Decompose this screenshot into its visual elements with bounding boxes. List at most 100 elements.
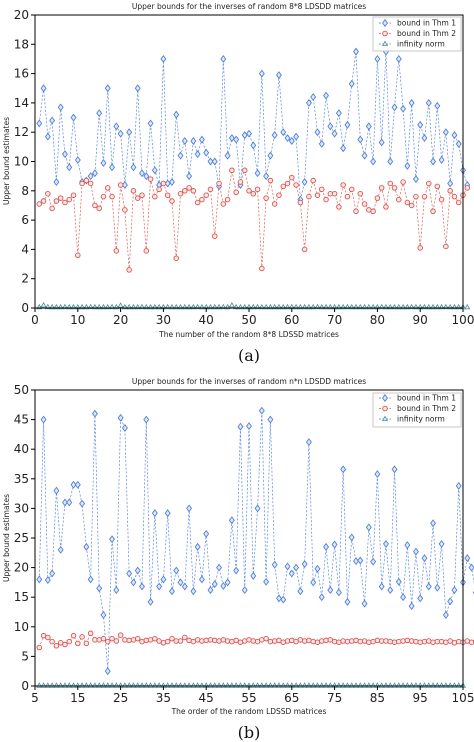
chart-b-series-0-point (280, 595, 287, 604)
chart-b-series-0-point (412, 547, 419, 556)
chart-b-series-2-point (49, 682, 56, 688)
chart-a-y-tick-label: 8 (21, 184, 29, 198)
chart-a-series-0-point (430, 157, 437, 166)
chart-b-series-1 (36, 630, 474, 651)
chart-b-series-2-point (310, 682, 317, 688)
chart-a-series-1-point (280, 183, 286, 190)
chart-a-series-1-point (421, 193, 428, 200)
chart-b-series-0-point (87, 575, 94, 584)
chart-b-series-2-point (425, 682, 432, 688)
chart-a-series-1-point (301, 246, 308, 253)
chart-a-y-tick-label: 12 (14, 125, 29, 139)
chart-a-y-tick-label: 0 (21, 301, 29, 315)
chart-b-series-2-point (44, 682, 51, 688)
chart-b-series-0-point (382, 539, 389, 548)
chart-a-series-1-point (319, 186, 325, 193)
chart-a-y-tick-label: 4 (21, 242, 29, 256)
chart-a-series-1-point (314, 192, 321, 198)
chart-a-series-1-point (190, 188, 197, 194)
chart-a-series-1-point (100, 193, 107, 200)
chart-b-series-0-point (83, 542, 90, 551)
chart-a-series-1-point (207, 186, 214, 193)
chart-a-series-0-point (109, 163, 116, 172)
chart-a-series-1 (36, 167, 471, 273)
chart-a-series-0-line (38, 51, 468, 200)
chart-b-series-2-point (151, 682, 158, 688)
chart-a-series-1-point (310, 177, 316, 184)
chart-a-series-0-point (194, 150, 201, 159)
chart-a-series-1-point (400, 179, 406, 185)
chart-b-series-2-point (455, 682, 462, 688)
chart-a-series-0-point (70, 113, 77, 122)
chart-a-series-0-point (100, 159, 107, 167)
chart-a-series-0-point (203, 148, 210, 157)
chart-b-series-2-point (250, 682, 257, 688)
chart-a-series-1-point (417, 245, 423, 251)
chart-b-series-2-point (113, 682, 120, 688)
chart-a-series-0-point (151, 166, 158, 175)
chart-a-series-1-point (391, 185, 398, 191)
chart-b-x-tick-label: 5 (31, 691, 39, 705)
chart-a-series-1-point (66, 196, 72, 203)
chart-b-series-0-point (370, 557, 377, 566)
chart-b-y-axis-label: Upper bound estimates (2, 494, 11, 582)
chart-b-series-2-point (198, 682, 206, 688)
chart-b-series-0-point (211, 580, 218, 589)
chart-a-series-1-point (267, 177, 274, 184)
chart-b-series-2-point (335, 682, 342, 688)
chart-a-series-0-point (164, 179, 171, 188)
chart-b-x-tick-label: 35 (156, 691, 171, 705)
chart-b-series-0-point (421, 554, 428, 563)
chart-a-series-1-point (323, 196, 329, 203)
chart-a-legend-label-2: infinity norm (397, 40, 445, 49)
chart-b-series-2-point (322, 682, 330, 688)
chart-b-y-tick-label: 30 (14, 501, 29, 515)
chart-a-series-0-point (126, 128, 133, 137)
chart-b-x-tick-label: 85 (370, 691, 385, 705)
chart-b-series-2-point (108, 682, 116, 688)
chart-b-series-0-point (233, 566, 240, 575)
chart-b-series-2-point (233, 682, 240, 688)
chart-b-series-0-point (151, 509, 158, 518)
chart-b-series-0-point (66, 498, 73, 507)
chart-a-series-0-point (442, 128, 449, 137)
chart-a-series-0-point (331, 129, 338, 138)
chart-a-series-0-point (254, 169, 261, 178)
chart-b-y-tick-label: 35 (14, 472, 29, 486)
chart-b-series-0-point (246, 422, 252, 431)
chart-a-y-tick-label: 6 (21, 213, 29, 227)
chart-b-series-2-point (399, 682, 407, 688)
chart-b-series-2-point (305, 682, 313, 688)
chart-a-series-0-point (207, 157, 214, 166)
chart-b-series-2-point (361, 682, 368, 688)
chart-a-series-1-point (293, 182, 299, 188)
chart-a-series-0-point (305, 98, 312, 107)
chart-b-series-0-point (400, 593, 407, 602)
chart-a-series-0-point (61, 150, 68, 159)
chart-a-series-0-point (241, 131, 248, 140)
chart-a-series-1-point (117, 182, 124, 188)
chart-a-series-0-point (104, 84, 111, 93)
chart-b-series-0-point (425, 582, 432, 591)
chart-a-series-1-point (224, 196, 231, 203)
chart-a-series-0-point (250, 141, 257, 150)
chart-a-series-0-point (198, 135, 205, 144)
chart-b-series-0-point (301, 560, 308, 568)
chart-a-series-0-point (233, 135, 240, 144)
chart-b-series-2-point (194, 682, 201, 688)
chart-b-series-0-point (228, 516, 235, 525)
chart-b-series-0-point (190, 587, 197, 596)
chart-a-title: Upper bounds for the inverses of random … (132, 2, 366, 11)
chart-b-x-tick-label: 105 (452, 691, 474, 705)
chart-b-series-0-point (305, 438, 312, 447)
chart-b-series-2-point (220, 682, 227, 688)
chart-a-series-1-point (70, 192, 77, 198)
chart-a-y-tick-label: 20 (14, 8, 29, 22)
chart-b-series-2-point (215, 682, 223, 688)
chart-a-series-1-point (353, 208, 359, 215)
chart-b-series-0-point (357, 556, 364, 565)
chart-b-series-0-point (447, 597, 454, 606)
chart-a-series-1-point (241, 167, 248, 174)
chart-b-series-0-point (173, 566, 180, 575)
